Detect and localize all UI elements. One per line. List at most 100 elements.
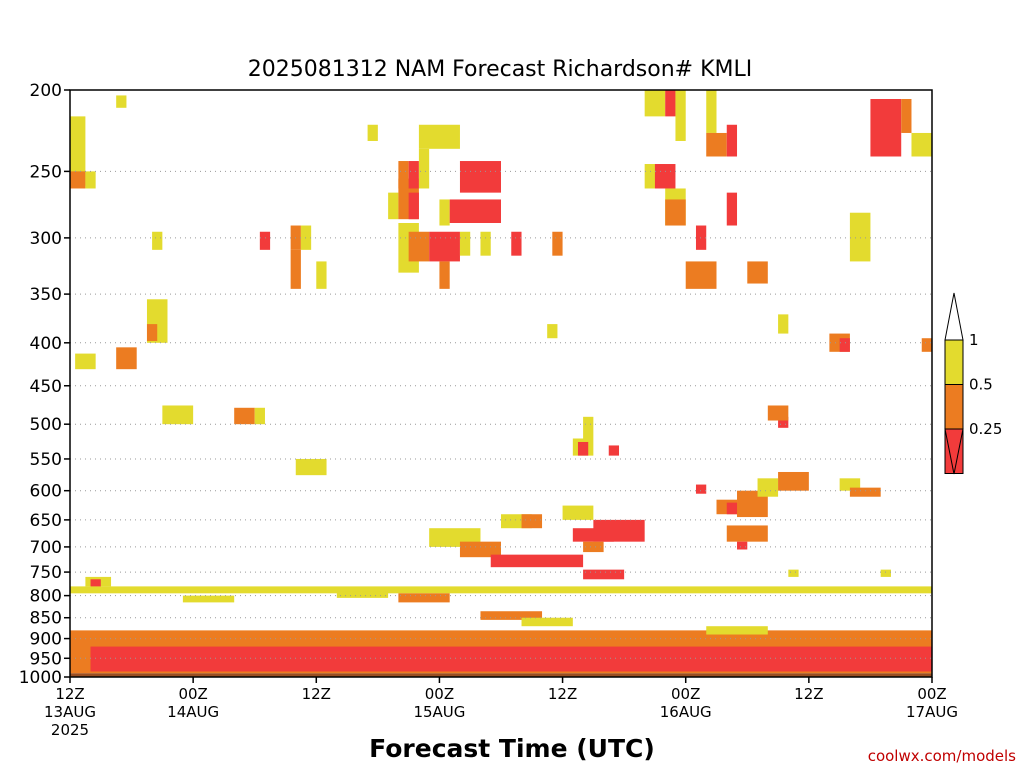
data-cell: [162, 405, 194, 425]
data-cell: [439, 261, 450, 289]
data-cell: [644, 90, 666, 117]
legend-label: 0.25: [969, 420, 1002, 438]
data-cell: [459, 161, 501, 193]
data-cell: [116, 347, 137, 370]
data-cell: [398, 161, 409, 189]
credit-text: coolwx.com/models: [868, 747, 1016, 765]
y-tick-label: 950: [30, 649, 62, 669]
data-cell: [726, 124, 738, 157]
data-cell: [490, 554, 584, 568]
x-tick-label: 12Z: [794, 685, 823, 703]
data-cell: [870, 99, 902, 157]
data-cell: [234, 407, 255, 425]
legend-label: 0.5: [969, 376, 993, 394]
data-cell: [778, 471, 809, 491]
data-cell: [665, 199, 686, 226]
data-cell: [70, 116, 86, 186]
data-cell: [70, 586, 932, 594]
data-cell: [182, 595, 235, 603]
data-cell: [480, 231, 491, 256]
x-tick-label: 00Z: [917, 685, 946, 703]
y-tick-label: 200: [30, 81, 62, 101]
data-cell: [778, 314, 789, 334]
data-cell: [300, 225, 312, 250]
data-cell: [562, 505, 594, 520]
data-cell: [459, 231, 471, 256]
data-cell: [583, 416, 594, 439]
data-cell: [336, 591, 389, 598]
data-cell: [583, 569, 625, 580]
data-cell: [90, 579, 101, 587]
data-cell: [706, 90, 717, 133]
x-tick-label: 00Z: [425, 685, 454, 703]
data-cell: [259, 231, 271, 250]
data-cell: [839, 338, 850, 352]
data-cell: [593, 519, 645, 542]
y-tick-label: 850: [30, 609, 62, 629]
y-tick-label: 800: [30, 587, 62, 607]
data-cell: [654, 164, 676, 189]
legend-swatch: [944, 384, 964, 430]
y-tick-label: 550: [30, 450, 62, 470]
data-cell: [398, 593, 450, 603]
data-cell: [547, 324, 558, 339]
y-tick-label: 750: [30, 563, 62, 583]
legend-bottom-triangle: [944, 428, 964, 475]
data-cell: [439, 199, 450, 226]
x-tick-label: 12Z: [55, 685, 84, 703]
data-cell: [152, 231, 163, 250]
data-cell: [706, 626, 768, 635]
x-tick-label: 00Z: [178, 685, 207, 703]
x-tick-label: 13AUG: [44, 703, 96, 721]
data-cell: [146, 324, 158, 341]
data-cell: [408, 231, 430, 262]
y-tick-label: 700: [30, 538, 62, 558]
data-cell: [459, 541, 501, 558]
y-tick-label: 450: [30, 377, 62, 397]
data-cell: [577, 441, 589, 456]
data-cell: [367, 124, 378, 141]
data-cell: [685, 261, 717, 289]
data-cell: [583, 541, 604, 553]
legend-swatch: [944, 339, 964, 385]
data-cell: [901, 99, 912, 133]
data-cell: [737, 541, 748, 550]
data-cell: [849, 487, 881, 497]
data-cell: [429, 231, 460, 262]
data-cell: [254, 407, 265, 425]
y-tick-label: 650: [30, 511, 62, 531]
data-cell: [511, 231, 522, 256]
ground-layer: [70, 673, 932, 678]
data-cell: [695, 484, 707, 494]
data-cell: [418, 148, 430, 189]
legend-top-triangle: [944, 292, 964, 341]
data-cell: [726, 192, 738, 226]
data-cell: [295, 458, 327, 476]
chart-title: 2025081312 NAM Forecast Richardson# KMLI: [248, 57, 753, 82]
y-tick-label: 600: [30, 482, 62, 502]
data-cell: [778, 416, 789, 428]
data-cell: [90, 646, 933, 672]
x-tick-label: 12Z: [302, 685, 331, 703]
data-cell: [70, 171, 86, 189]
data-cell: [839, 478, 861, 491]
data-cell: [788, 569, 799, 577]
data-cell: [480, 611, 543, 620]
data-cell: [449, 199, 501, 223]
data-cell: [665, 90, 676, 117]
data-cell: [849, 212, 871, 262]
data-cell: [408, 161, 419, 189]
data-cell: [747, 261, 768, 284]
data-cell: [316, 261, 327, 289]
data-cell: [757, 478, 779, 497]
x-tick-label: 12Z: [548, 685, 577, 703]
plot-frame: [69, 89, 933, 678]
data-cells: [70, 90, 933, 674]
data-cell: [921, 338, 932, 352]
data-cell: [695, 225, 707, 250]
data-cell: [85, 171, 96, 189]
data-cell: [521, 617, 573, 627]
y-tick-label: 350: [30, 285, 62, 305]
data-cell: [418, 124, 460, 149]
